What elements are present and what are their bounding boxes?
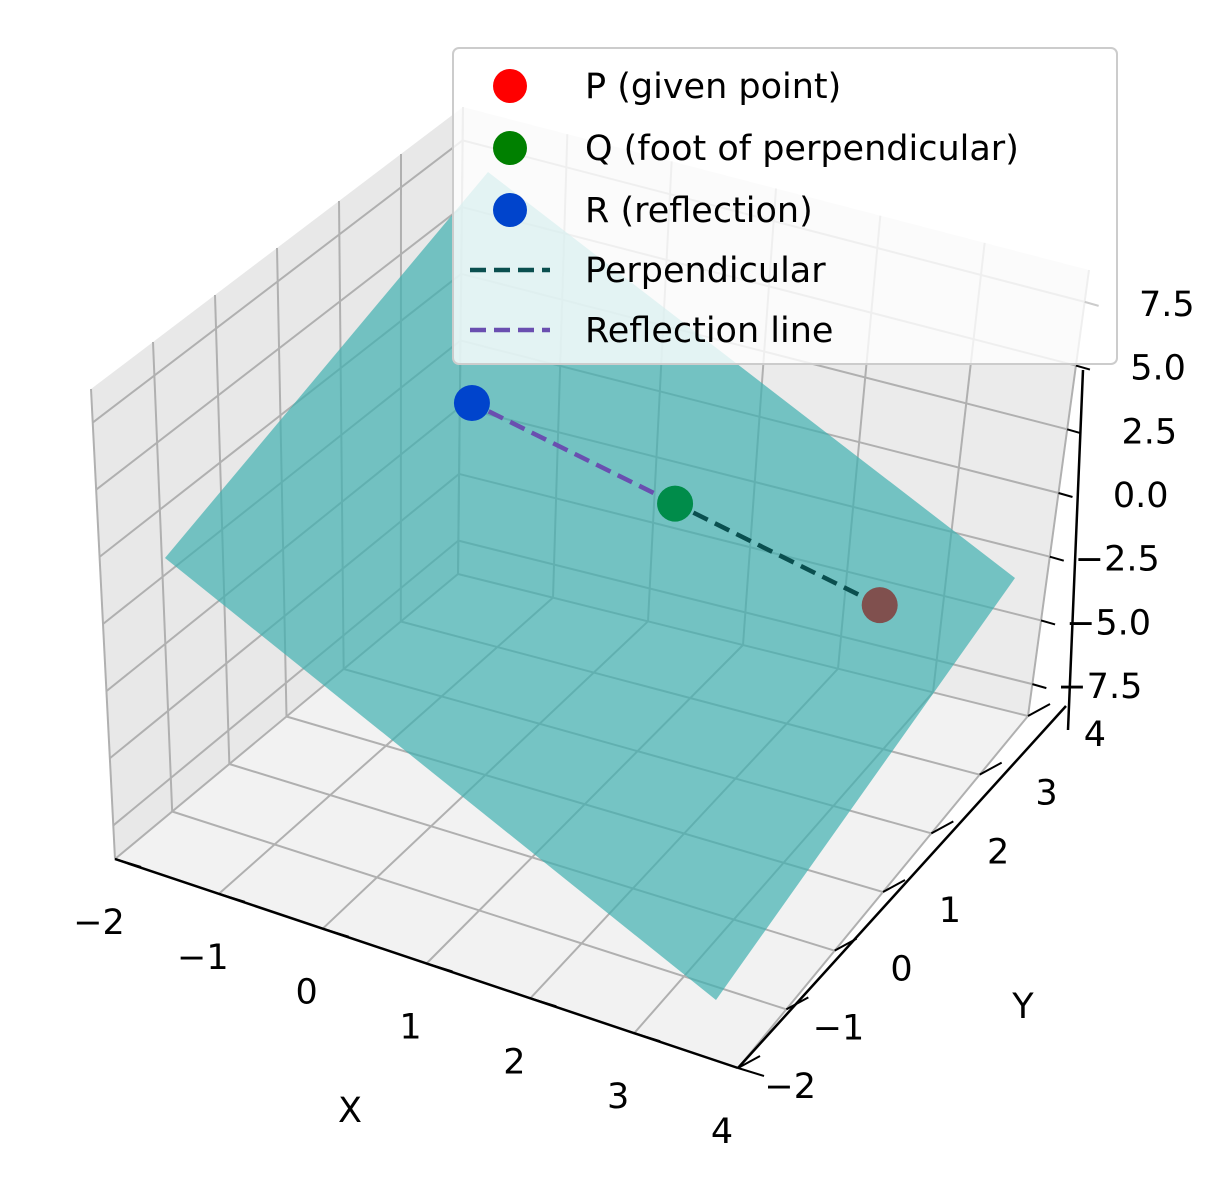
x-tick-label: −2 xyxy=(73,903,125,943)
z-tick-label: 2.5 xyxy=(1122,412,1178,452)
z-tick-label: −7.5 xyxy=(1057,667,1142,707)
y-tick xyxy=(930,820,954,835)
plane-surface xyxy=(165,172,1015,1000)
x-axis-label: X xyxy=(338,1091,362,1131)
x-tick-label: 0 xyxy=(296,973,318,1013)
x-tick xyxy=(530,997,557,1008)
data-point xyxy=(453,385,490,422)
y-tick xyxy=(785,996,809,1011)
z-tick xyxy=(1040,619,1056,626)
z-tick xyxy=(1032,683,1047,690)
y-tick xyxy=(834,937,858,952)
y-tick xyxy=(882,879,906,893)
y-tick-label: −2 xyxy=(764,1067,816,1107)
tick-marks xyxy=(114,300,1099,1077)
legend-frame xyxy=(452,47,1118,365)
grid-line-z-left xyxy=(92,139,464,424)
z-tick-label: 0.0 xyxy=(1113,476,1169,516)
y-tick xyxy=(737,1055,761,1069)
x-tick xyxy=(218,892,246,903)
series-line xyxy=(470,401,677,506)
y-tick xyxy=(979,761,1003,776)
x-tick-label: 3 xyxy=(607,1077,629,1117)
chart-lines xyxy=(470,401,881,608)
y-tick-label: 4 xyxy=(1084,715,1106,755)
x-tick xyxy=(737,1067,765,1077)
legend-marker xyxy=(493,193,527,227)
data-point xyxy=(657,485,694,522)
y-tick-label: 1 xyxy=(939,891,961,931)
z-tick xyxy=(1049,555,1065,562)
y-tick-label: 3 xyxy=(1035,774,1057,814)
z-tick-label: 5.0 xyxy=(1130,349,1186,389)
legend-label: Perpendicular xyxy=(585,251,826,291)
data-point xyxy=(861,587,898,624)
legend-marker xyxy=(493,131,527,165)
tick-labels: −2−101234−2−101234−7.5−5.0−2.50.02.55.07… xyxy=(73,285,1194,1152)
series-line xyxy=(674,501,881,608)
legend-label: P (given point) xyxy=(585,67,841,107)
z-tick-label: −5.0 xyxy=(1066,603,1151,643)
z-tick xyxy=(1066,428,1082,435)
legend-label: R (reflection) xyxy=(585,191,813,231)
grid-line-y xyxy=(171,810,787,1011)
x-tick-label: 1 xyxy=(399,1008,421,1048)
z-tick xyxy=(1075,364,1091,371)
z-tick-label: −2.5 xyxy=(1075,540,1160,580)
grid-line-z-left xyxy=(95,206,463,491)
x-tick xyxy=(633,1032,661,1043)
y-axis-line xyxy=(737,705,1067,1069)
z-tick xyxy=(1058,492,1073,498)
y-tick-label: 0 xyxy=(890,950,912,990)
x-tick-label: −1 xyxy=(177,938,229,978)
legend-marker xyxy=(493,69,527,103)
x-tick xyxy=(426,962,453,973)
legend: P (given point) Q (foot of perpendicular)… xyxy=(452,47,1118,365)
z-axis-line xyxy=(1066,369,1085,731)
x-tick xyxy=(114,858,142,868)
chart-points xyxy=(453,385,898,624)
y-tick xyxy=(1027,703,1051,717)
z-tick-label: 7.5 xyxy=(1139,285,1195,325)
y-tick-label: 2 xyxy=(987,832,1009,872)
x-tick-label: 4 xyxy=(711,1112,733,1152)
y-axis-label: Y xyxy=(1011,987,1034,1027)
x-tick-label: 2 xyxy=(503,1042,525,1082)
legend-label: Reflection line xyxy=(585,311,833,351)
y-tick-label: −1 xyxy=(813,1008,865,1048)
legend-label: Q (foot of perpendicular) xyxy=(585,129,1019,169)
x-tick xyxy=(322,927,349,938)
